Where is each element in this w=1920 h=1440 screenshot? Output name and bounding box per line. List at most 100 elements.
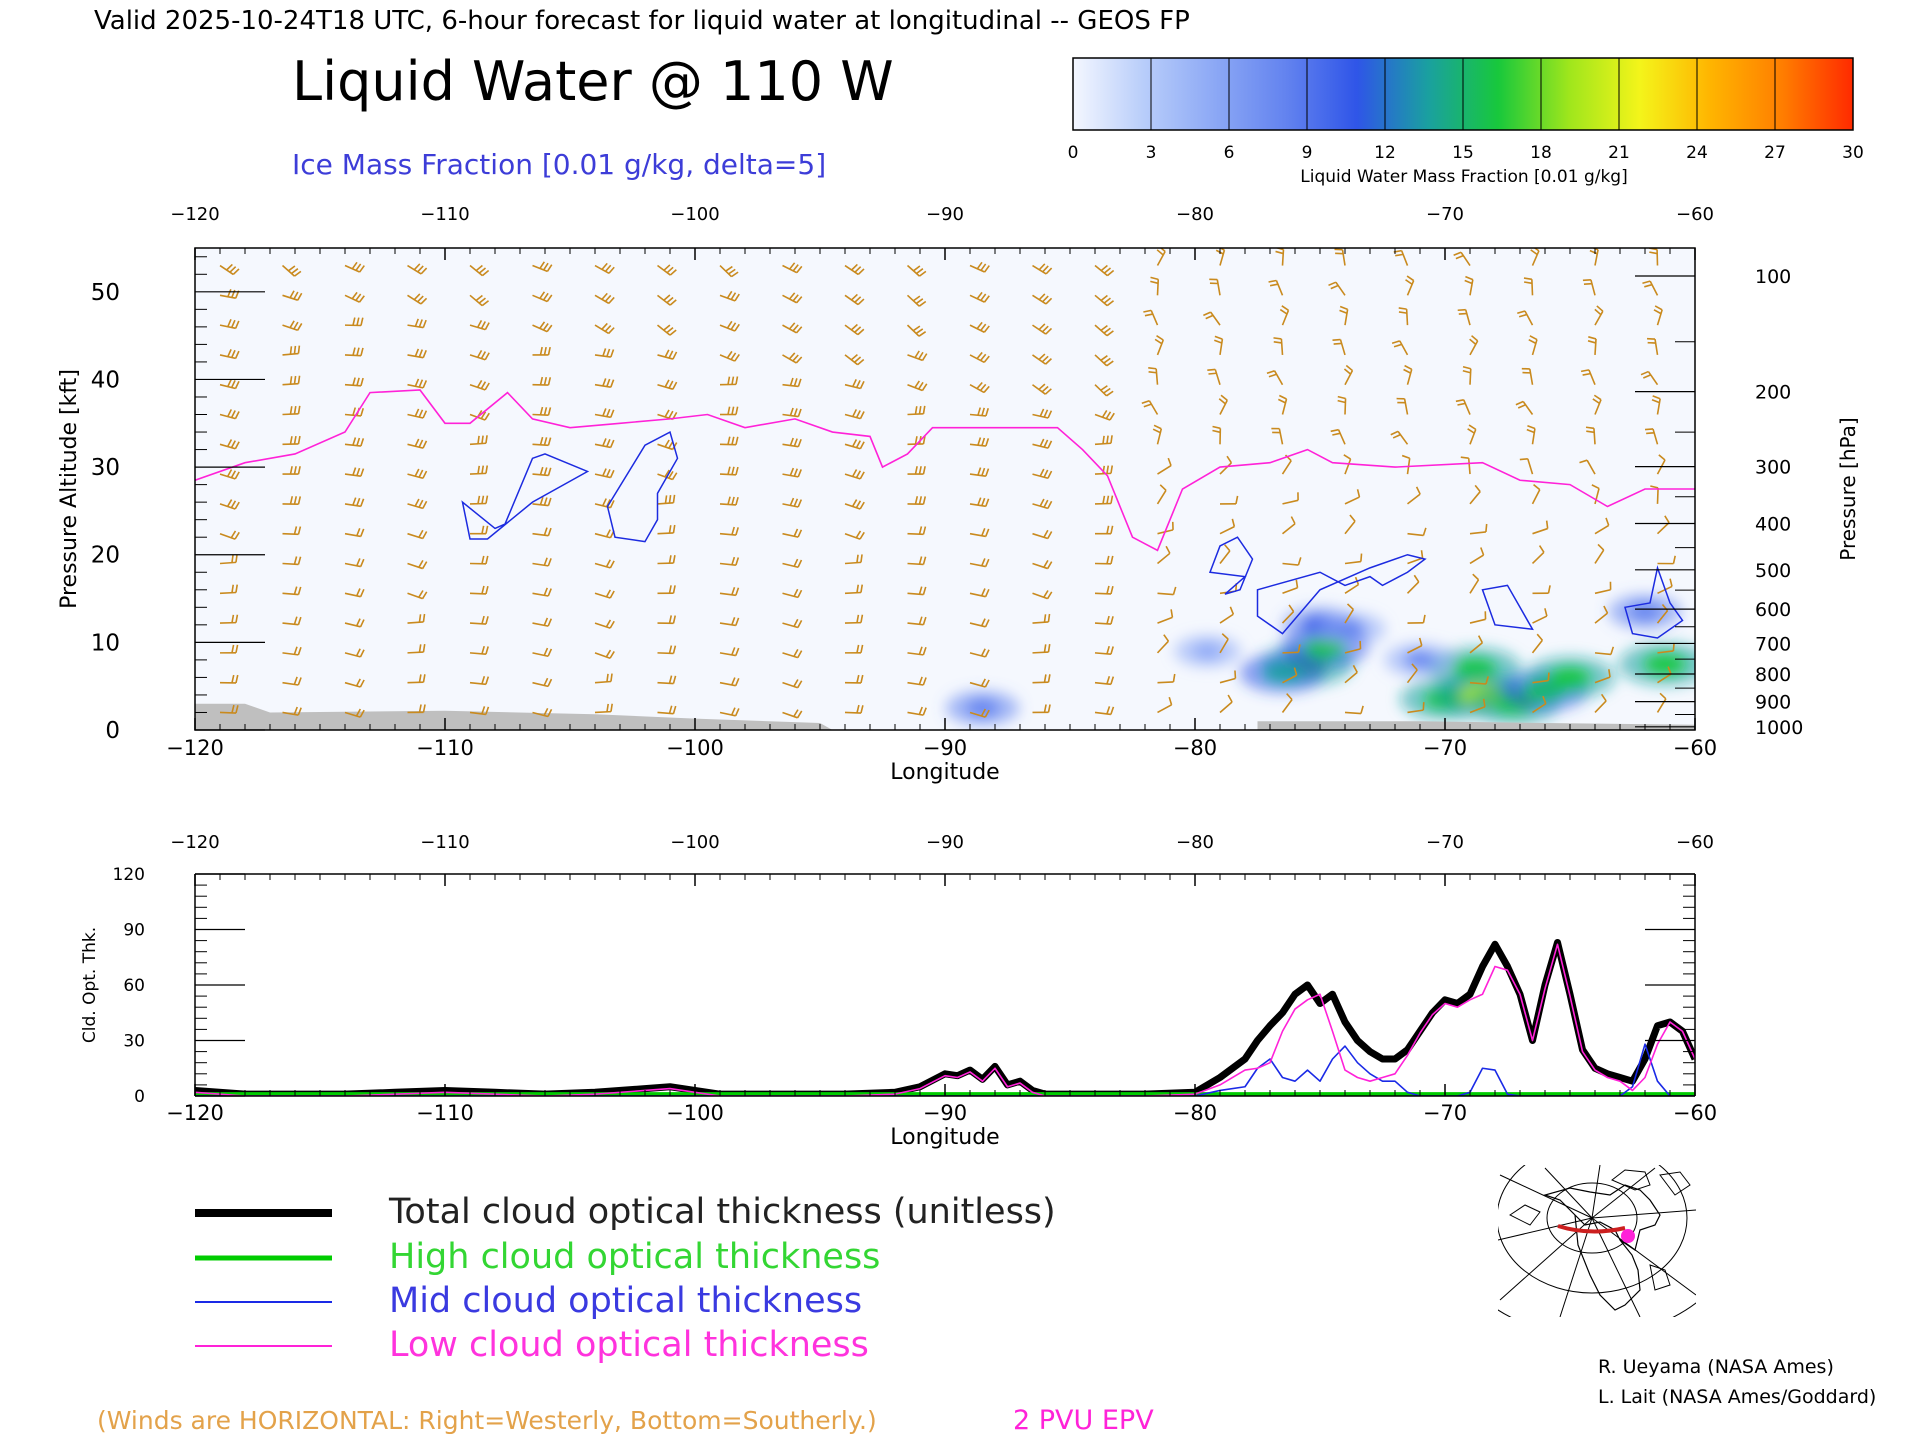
wind-barb bbox=[1157, 586, 1177, 596]
wind-barb bbox=[344, 648, 365, 658]
x-top-tick-label: −110 bbox=[420, 204, 469, 225]
wind-barb bbox=[1582, 279, 1596, 296]
wind-barb bbox=[656, 324, 677, 336]
wind-barb bbox=[469, 349, 490, 361]
wind-barb bbox=[282, 706, 302, 716]
wind-barb bbox=[719, 264, 739, 278]
wind-barb bbox=[282, 405, 301, 416]
wind-barb bbox=[219, 469, 240, 480]
wind-barb bbox=[1281, 454, 1292, 475]
epv-label: 2 PVU EPV bbox=[1013, 1405, 1154, 1436]
wind-barb bbox=[469, 319, 490, 331]
wind-barb bbox=[1152, 424, 1163, 445]
wind-barb bbox=[1207, 368, 1221, 385]
cross-section-track bbox=[1557, 1224, 1626, 1234]
wind-barb bbox=[907, 405, 926, 416]
wind-barb bbox=[1657, 642, 1675, 654]
wind-barb bbox=[969, 618, 990, 628]
wind-barb bbox=[1266, 370, 1284, 386]
wind-barb bbox=[969, 467, 990, 477]
wind-barb bbox=[594, 378, 615, 388]
wind-barb bbox=[969, 648, 990, 658]
wind-barb bbox=[281, 264, 302, 277]
wind-barb bbox=[532, 527, 552, 537]
optical-thickness-background bbox=[195, 874, 1695, 1096]
winds-note: (Winds are HORIZONTAL: Right=Westerly, B… bbox=[97, 1406, 877, 1435]
wind-barb bbox=[1219, 544, 1231, 564]
wind-barb bbox=[1219, 455, 1233, 475]
wind-barb bbox=[219, 439, 240, 450]
wind-barb bbox=[969, 708, 990, 718]
liquid-water-cell bbox=[1548, 666, 1592, 689]
wind-barb bbox=[1407, 637, 1423, 654]
wind-barb bbox=[719, 320, 740, 332]
wind-barb bbox=[594, 703, 613, 714]
wind-barb bbox=[1587, 336, 1597, 355]
wind-barb bbox=[344, 618, 365, 628]
wind-barb bbox=[344, 437, 365, 447]
wind-barb bbox=[907, 526, 927, 536]
legend-label-high: High cloud optical thickness bbox=[389, 1237, 880, 1277]
wind-barb bbox=[344, 467, 365, 477]
wind-barb bbox=[1094, 384, 1114, 397]
wind-barb bbox=[844, 644, 864, 654]
wind-barb bbox=[594, 408, 615, 419]
wind-barb bbox=[344, 678, 365, 688]
sub-y-tick-label: 90 bbox=[123, 921, 145, 941]
wind-barb bbox=[1212, 425, 1222, 445]
sub-x-top-tick-label: −60 bbox=[1676, 832, 1714, 853]
valid-line: Valid 2025-10-24T18 UTC, 6-hour forecast… bbox=[94, 6, 1190, 36]
wind-barb bbox=[719, 350, 740, 362]
wind-barb bbox=[1407, 550, 1424, 565]
wind-barb bbox=[469, 465, 489, 475]
wind-barb bbox=[844, 469, 865, 480]
wind-barb bbox=[532, 617, 553, 627]
wind-barb bbox=[532, 557, 552, 567]
wind-barb bbox=[907, 466, 926, 475]
wind-barb bbox=[1526, 424, 1536, 445]
wind-barb bbox=[1094, 676, 1115, 686]
wind-barb bbox=[407, 468, 428, 479]
wind-barb bbox=[1339, 305, 1349, 326]
wind-barb bbox=[1517, 310, 1534, 326]
wind-barb bbox=[469, 676, 490, 686]
wind-barb bbox=[719, 556, 740, 566]
wind-barb bbox=[844, 353, 865, 366]
wind-barb bbox=[1594, 693, 1607, 714]
ice-contour bbox=[1481, 584, 1534, 631]
wind-barb bbox=[719, 526, 739, 536]
ice-contour bbox=[1624, 565, 1684, 639]
wind-barb bbox=[1528, 335, 1538, 356]
wind-barb bbox=[907, 616, 927, 626]
wind-barb bbox=[1519, 458, 1534, 475]
wind-barb bbox=[1580, 369, 1596, 386]
wind-barb bbox=[782, 618, 803, 629]
wind-barb bbox=[407, 590, 428, 600]
ice-contour bbox=[606, 430, 679, 543]
wind-barb bbox=[969, 351, 990, 364]
sub-x-top-tick-label: −110 bbox=[420, 832, 469, 853]
wind-barb bbox=[1154, 334, 1165, 356]
sub-x-top-tick-label: −70 bbox=[1426, 832, 1464, 853]
pressure-tick-label: 700 bbox=[1755, 633, 1791, 655]
wind-barb bbox=[1469, 698, 1486, 714]
wind-barb bbox=[219, 530, 240, 540]
wind-barb bbox=[219, 584, 239, 595]
pressure-tick-label: 1000 bbox=[1755, 717, 1803, 739]
wind-barb bbox=[407, 613, 426, 624]
wind-barb bbox=[719, 496, 739, 506]
wind-barb bbox=[1281, 693, 1293, 713]
wind-barb bbox=[407, 529, 428, 540]
wind-barb bbox=[407, 378, 428, 389]
wind-barb bbox=[219, 409, 240, 420]
wind-barb bbox=[1594, 605, 1609, 624]
legend: Total cloud optical thickness (unitless)… bbox=[195, 1192, 1056, 1365]
wind-barb bbox=[1523, 277, 1534, 296]
wind-barb bbox=[1282, 579, 1299, 595]
wind-barb bbox=[407, 293, 428, 305]
sub-x-top-tick-label: −80 bbox=[1176, 832, 1214, 853]
wind-barb bbox=[1219, 606, 1235, 624]
wind-barb bbox=[657, 555, 676, 565]
wind-barb bbox=[1646, 337, 1659, 356]
wind-barb bbox=[219, 349, 240, 360]
